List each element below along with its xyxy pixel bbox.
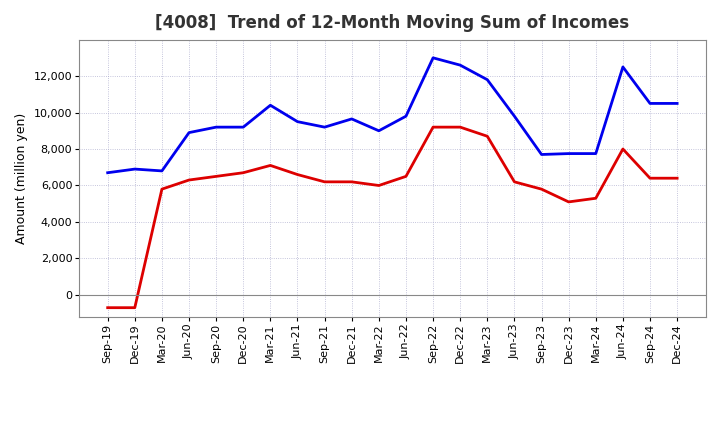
Net Income [483,134,492,139]
Ordinary Income [591,151,600,156]
Net Income [537,187,546,192]
Y-axis label: Amount (million yen): Amount (million yen) [15,113,28,244]
Ordinary Income [348,116,356,121]
Ordinary Income [266,103,275,108]
Net Income [320,179,329,184]
Net Income [456,125,464,130]
Line: Net Income: Net Income [108,127,677,308]
Ordinary Income [130,166,139,172]
Net Income [212,174,220,179]
Net Income [348,179,356,184]
Ordinary Income [564,151,573,156]
Ordinary Income [618,64,627,70]
Ordinary Income [402,114,410,119]
Net Income [510,179,518,184]
Net Income [239,170,248,176]
Net Income [428,125,437,130]
Net Income [374,183,383,188]
Ordinary Income [104,170,112,176]
Net Income [158,187,166,192]
Line: Ordinary Income: Ordinary Income [108,58,677,173]
Ordinary Income [456,62,464,68]
Ordinary Income [672,101,681,106]
Ordinary Income [537,152,546,157]
Ordinary Income [293,119,302,125]
Net Income [185,177,194,183]
Ordinary Income [239,125,248,130]
Net Income [646,176,654,181]
Ordinary Income [158,168,166,173]
Net Income [130,305,139,310]
Net Income [104,305,112,310]
Ordinary Income [374,128,383,133]
Net Income [591,196,600,201]
Ordinary Income [428,55,437,60]
Net Income [672,176,681,181]
Net Income [618,147,627,152]
Ordinary Income [320,125,329,130]
Ordinary Income [212,125,220,130]
Net Income [266,163,275,168]
Ordinary Income [185,130,194,135]
Ordinary Income [510,114,518,119]
Net Income [402,174,410,179]
Ordinary Income [483,77,492,82]
Net Income [293,172,302,177]
Net Income [564,199,573,205]
Ordinary Income [646,101,654,106]
Title: [4008]  Trend of 12-Month Moving Sum of Incomes: [4008] Trend of 12-Month Moving Sum of I… [156,15,629,33]
